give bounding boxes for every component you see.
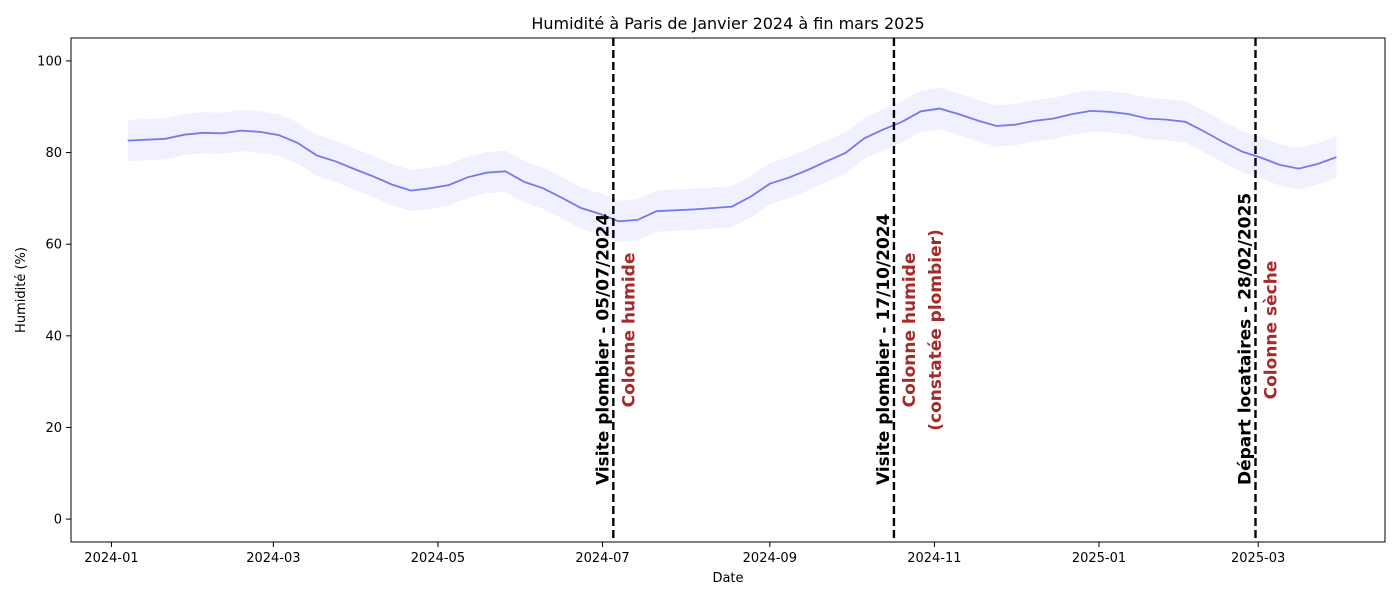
x-axis-ticks: 2024-01 2024-03 2024-05 2024-07 2024-09 2024-… bbox=[84, 542, 1285, 566]
event-label-2: Départ locataires - 28/02/2025 bbox=[1236, 193, 1256, 485]
x-tick-label: 2024-03 bbox=[246, 551, 300, 566]
y-tick-label: 60 bbox=[45, 238, 62, 253]
y-tick-label: 100 bbox=[37, 54, 62, 69]
x-tick-label: 2024-01 bbox=[84, 551, 138, 566]
plot-frame bbox=[70, 37, 1386, 543]
y-tick-label: 40 bbox=[45, 329, 62, 344]
humidity-line-0 bbox=[127, 107, 1337, 223]
event-label-0: Visite plombier - 05/07/2024 bbox=[593, 213, 613, 485]
event-lines-layer bbox=[612, 38, 1257, 542]
event-label-1: Visite plombier - 17/10/2024 bbox=[874, 213, 894, 485]
y-tick-label: 0 bbox=[54, 513, 62, 528]
confidence-band-0 bbox=[127, 87, 1337, 242]
confidence-band-layer bbox=[127, 87, 1337, 242]
y-tick-label: 80 bbox=[45, 146, 62, 161]
x-axis-label: Date bbox=[712, 571, 743, 586]
x-tick-label: 2024-09 bbox=[743, 551, 797, 566]
series-line-layer bbox=[127, 107, 1337, 223]
x-tick-label: 2024-07 bbox=[575, 551, 629, 566]
x-tick-label: 2024-11 bbox=[907, 551, 961, 566]
annotations-layer: Visite plombier - 05/07/2024 Colonne humi… bbox=[593, 193, 1281, 485]
event-note-1-0: Colonne humide bbox=[900, 253, 920, 408]
y-axis-ticks: 0 20 40 60 80 100 bbox=[37, 54, 71, 528]
chart-title: Humidité à Paris de Janvier 2024 à fin m… bbox=[531, 14, 924, 33]
y-axis-label: Humidité (%) bbox=[14, 247, 29, 333]
y-tick-label: 20 bbox=[45, 421, 62, 436]
event-note-1-1: (constatée plombier) bbox=[926, 229, 946, 431]
x-tick-label: 2024-05 bbox=[411, 551, 465, 566]
x-tick-label: 2025-03 bbox=[1231, 551, 1285, 566]
x-tick-label: 2025-01 bbox=[1072, 551, 1126, 566]
event-note-0-0: Colonne humide bbox=[619, 253, 639, 408]
event-note-2-0: Colonne sèche bbox=[1262, 261, 1282, 400]
